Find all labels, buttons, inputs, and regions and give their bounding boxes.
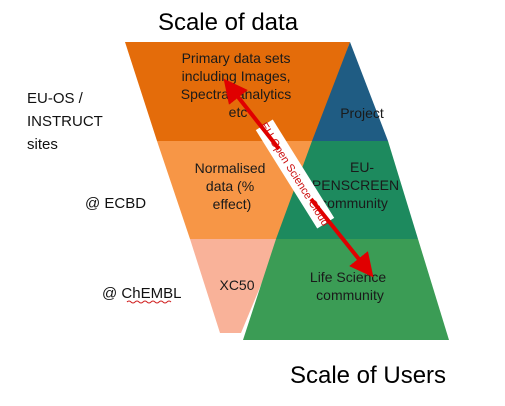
- spellcheck-underline: [126, 300, 172, 304]
- side-label-chembl: @ ChEMBL: [102, 285, 181, 302]
- funnel-text-normalised: Normalised data (% effect): [195, 160, 270, 212]
- data-funnel: [125, 42, 350, 333]
- pyramid-segment-life-science: [243, 239, 449, 340]
- user-pyramid: [243, 42, 449, 340]
- scale-of-data-title: Scale of data: [158, 9, 299, 36]
- pyramid-text-openscreen: EU- OPENSCREEN community: [301, 159, 403, 211]
- side-label-ecbd: @ ECBD: [85, 195, 146, 212]
- pyramid-text-project: Project: [340, 105, 384, 121]
- funnel-segment-xc50: [190, 239, 280, 333]
- funnel-text-xc50: XC50: [219, 277, 254, 293]
- funnel-segment-normalised: [157, 141, 315, 239]
- arrow-shaft-down: [309, 197, 374, 278]
- pyramid-segment-project: [312, 42, 388, 141]
- arrow-shaft-up: [223, 78, 281, 151]
- side-label-eu-os: EU-OS / INSTRUCT sites: [27, 90, 107, 153]
- scale-of-users-title: Scale of Users: [290, 362, 446, 389]
